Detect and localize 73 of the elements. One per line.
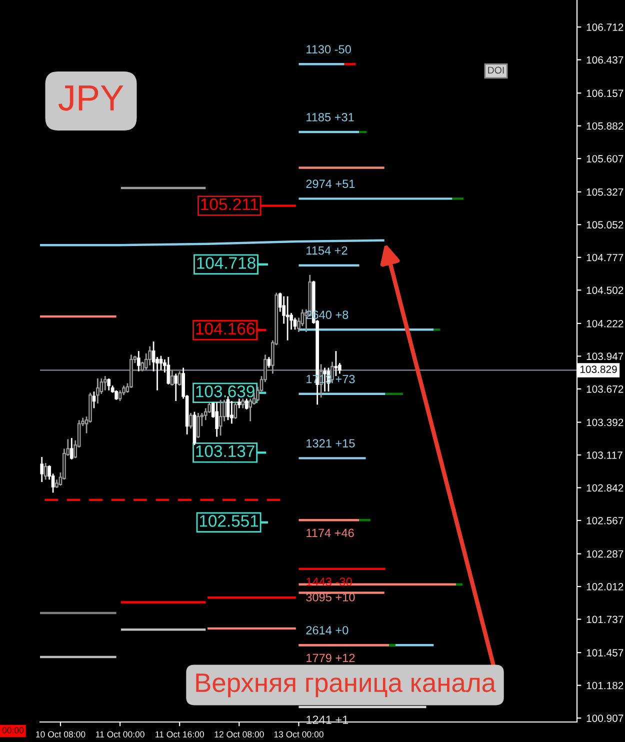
candlestick xyxy=(244,398,248,410)
ref-line-label: 103.829 xyxy=(580,366,617,374)
data-label: 102.551 xyxy=(200,515,258,527)
x-tick-label: 11 Oct 00:00 xyxy=(96,731,144,738)
candlestick xyxy=(293,317,297,330)
candlestick xyxy=(286,296,290,342)
data-label: 104.166 xyxy=(196,322,254,335)
series-label: 2974 +51 xyxy=(306,180,355,188)
candlestick xyxy=(148,346,152,366)
data-label: 104.718 xyxy=(197,257,256,269)
candlestick xyxy=(107,378,111,392)
annotation: DOI xyxy=(488,66,504,74)
y-tick-label: 105.882 xyxy=(586,122,624,130)
y-tick-label: 102.842 xyxy=(586,484,624,492)
candlestick xyxy=(226,396,230,421)
y-tick-label: 106.157 xyxy=(586,90,624,97)
y-tick-label: 103.117 xyxy=(586,451,622,459)
y-tick-label: 101.182 xyxy=(586,682,624,690)
y-tick-label: 104.222 xyxy=(586,320,624,328)
y-tick-label: 102.287 xyxy=(586,550,624,558)
candlestick xyxy=(92,390,96,409)
x-tick-label: 13 Oct 00:00 xyxy=(274,731,324,738)
series-label: 1174 +46 xyxy=(306,528,354,538)
x-tick-label: 10 Oct 08:00 xyxy=(36,731,86,738)
x-tick-label: 12 Oct 08:00 xyxy=(214,731,264,738)
candlestick xyxy=(114,390,118,401)
candlestick xyxy=(267,356,271,368)
series-label: 1321 +15 xyxy=(306,439,355,448)
candlestick xyxy=(166,356,170,386)
y-tick-label: 101.737 xyxy=(586,616,624,624)
y-tick-label: 104.777 xyxy=(586,254,624,262)
candlestick xyxy=(170,369,174,386)
x-tick-label: 11 Oct 16:00 xyxy=(156,731,204,738)
candlestick xyxy=(118,390,122,402)
y-tick-label: 101.457 xyxy=(586,649,624,656)
y-tick-label: 103.947 xyxy=(586,352,624,360)
y-tick-label: 103.672 xyxy=(586,385,624,393)
candlestick xyxy=(159,355,163,371)
y-tick-label: 105.052 xyxy=(586,221,624,229)
annotation: Верхняя граница канала xyxy=(196,674,496,698)
candlestick xyxy=(174,372,178,402)
text: JPY xyxy=(58,85,124,111)
y-tick-label: 105.327 xyxy=(586,188,624,196)
candlestick xyxy=(103,375,107,392)
candlestick xyxy=(136,350,140,372)
y-tick-label: 105.607 xyxy=(586,155,624,162)
candlestick xyxy=(40,456,44,483)
candlestick xyxy=(178,370,182,386)
y-tick-label: 103.392 xyxy=(586,418,624,426)
series-label: 1779 +12 xyxy=(306,654,355,662)
series-label: 1130 -50 xyxy=(306,45,351,54)
y-tick-label: 102.012 xyxy=(586,583,624,590)
y-tick-label: 100.907 xyxy=(586,714,624,722)
data-label: 103.639 xyxy=(196,386,254,398)
series-label: 2614 +0 xyxy=(306,626,348,634)
candlestick xyxy=(96,378,100,404)
series-label: 1154 +2 xyxy=(306,246,348,255)
data-label: 105.211 xyxy=(201,198,258,210)
candlestick xyxy=(196,412,200,439)
y-tick-label: 106.437 xyxy=(586,56,624,64)
series-label: 1185 +31 xyxy=(306,112,354,122)
text: 00:00 xyxy=(2,727,24,734)
y-tick-label: 104.502 xyxy=(586,286,624,294)
y-tick-label: 102.567 xyxy=(586,516,624,524)
candlestick xyxy=(330,361,334,384)
candlestick xyxy=(189,412,192,430)
candlestick xyxy=(230,400,234,424)
candlestick xyxy=(70,437,74,460)
data-label: 103.137 xyxy=(196,445,254,458)
y-tick-label: 106.712 xyxy=(586,24,624,31)
candlestick xyxy=(44,462,48,480)
candlestick xyxy=(215,402,218,438)
candlestick xyxy=(237,398,241,409)
